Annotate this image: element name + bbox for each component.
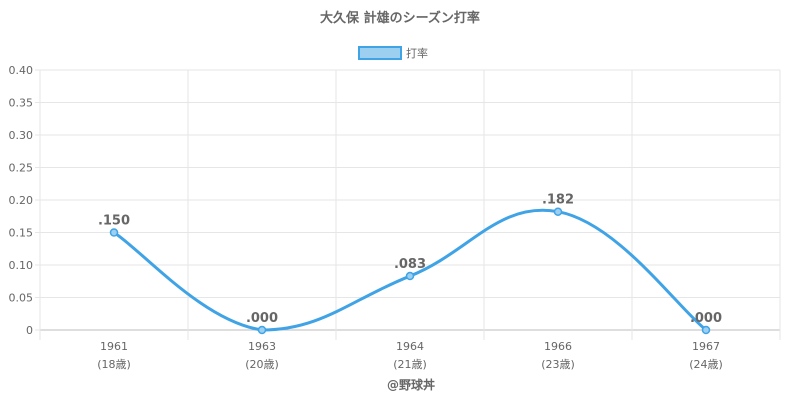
data-labels: .150 .000 .083 .182 .000 <box>98 193 722 326</box>
y-tick-label: 0.10 <box>9 259 34 272</box>
x-tick-label: 1967 <box>692 340 720 353</box>
data-point <box>405 271 415 281</box>
x-axis: 1961 (18歳) 1963 (20歳) 1964 (21歳) 1966 (23歳) 1967… <box>97 340 723 371</box>
y-tick-label: 0.30 <box>9 129 34 142</box>
grid <box>35 69 781 340</box>
x-tick-sublabel: (18歳) <box>97 358 131 371</box>
x-tick-sublabel: (23歳) <box>541 358 575 371</box>
chart-title: 大久保 計雄のシーズン打率 <box>320 10 480 26</box>
data-label: .182 <box>542 193 574 208</box>
data-point <box>257 325 267 335</box>
data-label: .150 <box>98 214 130 229</box>
y-tick-label: 0 <box>26 324 33 337</box>
data-point <box>109 228 119 237</box>
y-tick-label: 0.25 <box>9 162 34 175</box>
y-tick-label: 0.35 <box>9 97 34 110</box>
x-tick-label: 1966 <box>544 340 572 353</box>
x-tick-sublabel: (21歳) <box>393 358 427 371</box>
x-tick-label: 1961 <box>100 340 128 353</box>
x-tick-label: 1963 <box>248 340 276 353</box>
legend-swatch <box>358 46 402 60</box>
y-tick-label: 0.20 <box>9 194 34 207</box>
y-tick-label: 0.40 <box>9 64 34 77</box>
data-label: .000 <box>246 311 278 326</box>
x-tick-label: 1964 <box>396 340 424 353</box>
legend-label: 打率 <box>406 46 428 60</box>
data-point <box>701 325 711 335</box>
x-tick-sublabel: (24歳) <box>689 358 723 371</box>
data-label: .000 <box>690 311 722 326</box>
data-label: .083 <box>394 257 426 272</box>
y-axis: 0 0.05 0.10 0.15 0.20 0.25 0.30 0.35 0.40 <box>9 64 34 337</box>
y-tick-label: 0.15 <box>9 227 34 240</box>
credit: @野球丼 <box>387 377 435 392</box>
data-point <box>553 207 563 216</box>
series-batting-average <box>109 207 711 335</box>
legend[interactable]: 打率 <box>358 46 428 60</box>
x-tick-sublabel: (20歳) <box>245 358 279 371</box>
y-tick-label: 0.05 <box>9 292 34 305</box>
